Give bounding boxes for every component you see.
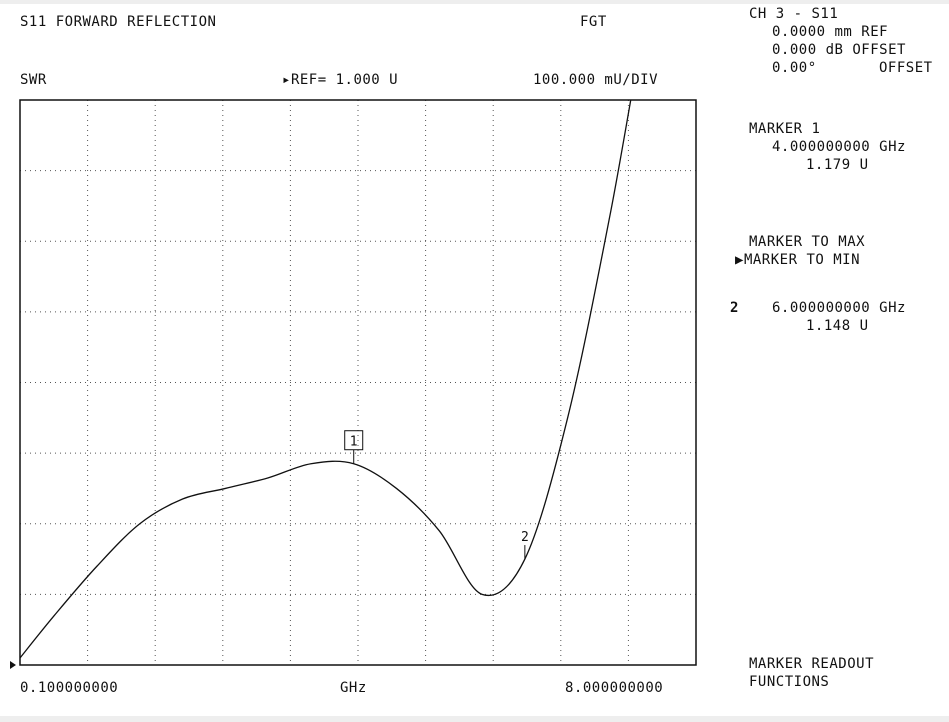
marker1-title: MARKER 1 <box>749 121 821 137</box>
format-label: SWR <box>20 72 47 88</box>
marker2-value: 1.148 U <box>806 318 869 334</box>
start-frequency: 0.100000000 <box>20 680 119 696</box>
marker-2-label: 2 <box>521 530 529 545</box>
plot-grid <box>20 100 696 665</box>
channel-label: CH 3 - S11 <box>749 6 839 22</box>
marker1-frequency: 4.000000000 GHz <box>772 139 906 155</box>
active-marker-box <box>344 430 364 451</box>
plot-border <box>19 99 697 666</box>
reference-plane: 0.0000 mm REF <box>772 24 889 40</box>
marker-to-min-softkey[interactable]: ▶MARKER TO MIN <box>735 252 860 268</box>
phase-offset-label: OFFSET <box>879 60 933 76</box>
reference-value: REF= 1.000 U <box>290 72 399 88</box>
stop-frequency: 8.000000000 <box>565 680 664 696</box>
bottom-border <box>0 716 949 722</box>
marker1-value: 1.179 U <box>806 157 869 173</box>
top-border <box>0 0 949 4</box>
marker-to-min-label: MARKER TO MIN <box>743 252 861 268</box>
marker2-number: 2 <box>730 300 739 316</box>
swr-trace <box>20 100 632 659</box>
readout-softkey-line2[interactable]: FUNCTIONS <box>749 674 830 690</box>
magnitude-offset: 0.000 dB OFFSET <box>772 42 906 58</box>
reference-readout: ▸REF= 1.000 U <box>282 72 398 88</box>
reference-pointer-icon: ▸ <box>282 72 291 88</box>
frequency-unit: GHz <box>340 680 367 696</box>
marker-1-label: 1 <box>350 435 358 450</box>
reference-level-arrow-icon <box>10 661 16 669</box>
readout-softkey-line1[interactable]: MARKER READOUT <box>749 656 875 672</box>
measurement-title: S11 FORWARD REFLECTION <box>20 14 217 30</box>
scale-readout: 100.000 mU/DIV <box>533 72 659 88</box>
selected-pointer-icon: ▶ <box>735 252 744 268</box>
phase-offset: 0.00° <box>772 60 817 76</box>
mode-label: FGT <box>580 14 607 30</box>
marker-to-max-softkey[interactable]: MARKER TO MAX <box>749 234 866 250</box>
marker2-frequency: 6.000000000 GHz <box>772 300 906 316</box>
